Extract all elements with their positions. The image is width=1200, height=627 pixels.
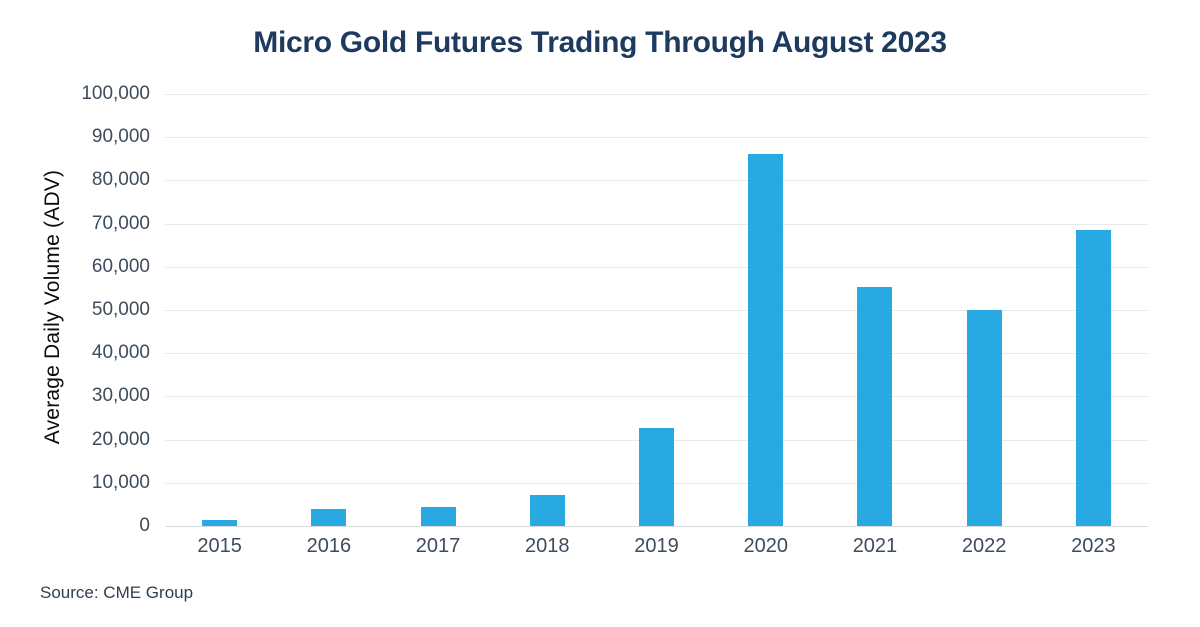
gridline	[165, 223, 1148, 225]
y-tick-label: 80,000	[91, 169, 150, 191]
y-tick-label: 0	[139, 515, 150, 536]
x-tick-label: 2015	[197, 535, 242, 557]
bar-2019	[639, 428, 674, 526]
y-tick-label: 20,000	[91, 428, 150, 450]
x-tick-label: 2023	[1071, 535, 1116, 557]
y-tick-label: 70,000	[91, 212, 150, 234]
x-tick-label: 2020	[743, 535, 788, 557]
x-tick-label: 2021	[852, 535, 898, 557]
gridline	[165, 310, 1148, 311]
bar-2020	[748, 154, 784, 526]
bar-2016	[311, 509, 347, 526]
source-caption: Source: CME Group	[40, 583, 194, 602]
y-tick-label: 30,000	[91, 385, 150, 407]
x-tick-label: 2019	[634, 535, 679, 557]
x-tick-label: 2017	[415, 535, 461, 557]
gridline	[165, 266, 1148, 268]
bar-2022	[966, 310, 1002, 526]
y-tick-label: 10,000	[91, 471, 150, 493]
y-tick-label: 90,000	[91, 126, 150, 148]
bar-2023	[1075, 229, 1111, 526]
gridline	[165, 396, 1148, 398]
x-tick-label: 2018	[525, 535, 570, 557]
gridline	[165, 353, 1148, 355]
y-tick-label: 60,000	[91, 255, 150, 277]
bar-2021	[857, 287, 893, 526]
x-tick-label: 2022	[961, 535, 1007, 557]
bar-2017	[420, 506, 456, 526]
gridline	[165, 94, 1148, 95]
chart-title: Micro Gold Futures Trading Through Augus…	[253, 26, 947, 59]
bar-2018	[529, 494, 565, 526]
gridline	[165, 137, 1148, 139]
x-tick-label: 2016	[306, 535, 352, 557]
x-axis-baseline	[165, 526, 1148, 527]
y-tick-label: 40,000	[91, 342, 150, 364]
gridline	[165, 180, 1148, 182]
plot-area	[165, 94, 1148, 527]
bar-2015	[202, 519, 238, 526]
y-tick-label: 100,000	[81, 83, 150, 104]
y-tick-label: 50,000	[91, 299, 150, 320]
